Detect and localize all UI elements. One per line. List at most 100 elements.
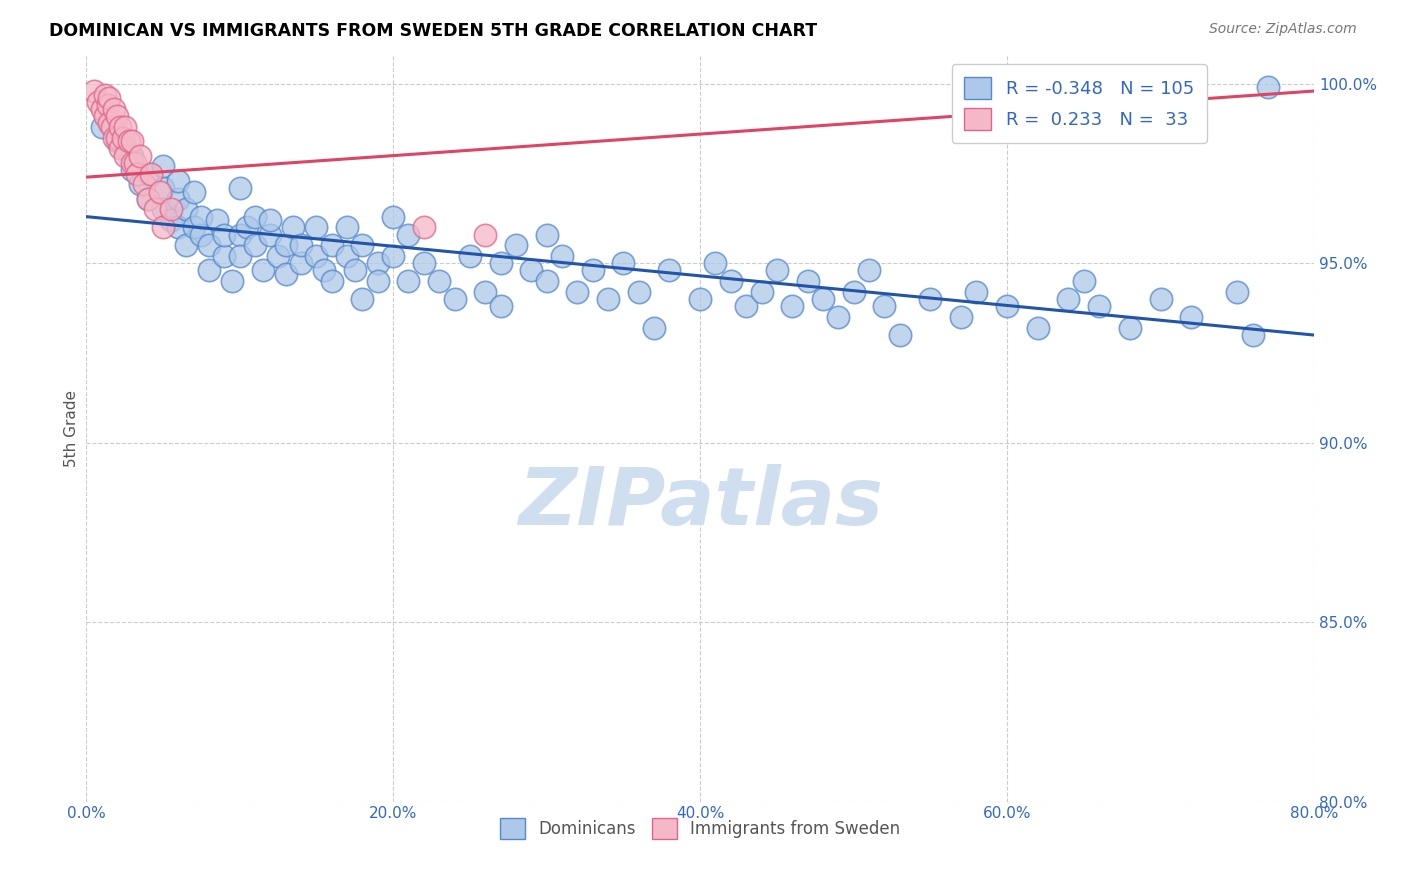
Point [243,210,266,224]
Point [950,310,973,325]
Point [412,256,434,270]
Point [105,134,128,148]
Point [149,185,172,199]
Point [174,202,197,217]
Text: ZIPatlas: ZIPatlas [517,464,883,542]
Point [796,274,818,288]
Point [274,238,297,252]
Point [101,120,124,134]
Point [582,263,605,277]
Point [136,192,159,206]
Point [93,109,115,123]
Point [474,227,496,242]
Point [198,238,221,252]
Point [458,249,481,263]
Point [1226,285,1249,299]
Point [90,102,112,116]
Point [398,274,420,288]
Point [551,249,574,263]
Point [114,148,136,162]
Point [735,299,758,313]
Point [1257,80,1279,95]
Point [252,263,274,277]
Point [87,95,110,109]
Point [105,109,128,123]
Point [103,102,125,116]
Legend: Dominicans, Immigrants from Sweden: Dominicans, Immigrants from Sweden [494,812,907,846]
Point [114,120,136,134]
Point [118,134,141,148]
Point [93,87,115,102]
Point [125,167,148,181]
Point [259,213,281,227]
Point [489,256,512,270]
Point [321,274,343,288]
Point [612,256,634,270]
Point [121,134,143,148]
Point [152,181,174,195]
Point [259,227,281,242]
Point [596,292,619,306]
Point [167,174,190,188]
Point [290,256,312,270]
Point [751,285,773,299]
Point [889,328,911,343]
Point [290,238,312,252]
Point [343,263,366,277]
Point [98,91,121,105]
Point [474,285,496,299]
Text: Source: ZipAtlas.com: Source: ZipAtlas.com [1209,22,1357,37]
Point [214,249,236,263]
Text: DOMINICAN VS IMMIGRANTS FROM SWEDEN 5TH GRADE CORRELATION CHART: DOMINICAN VS IMMIGRANTS FROM SWEDEN 5TH … [49,22,817,40]
Point [108,141,131,155]
Point [97,98,120,112]
Point [90,120,112,134]
Point [267,249,290,263]
Point [658,263,681,277]
Point [427,274,450,288]
Point [103,130,125,145]
Point [108,120,131,134]
Point [98,116,121,130]
Point [643,321,665,335]
Point [143,202,166,217]
Point [283,220,305,235]
Point [352,238,374,252]
Point [873,299,896,313]
Point [1026,321,1049,335]
Point [1180,310,1202,325]
Point [312,263,335,277]
Point [567,285,589,299]
Point [159,213,181,227]
Point [134,178,156,192]
Point [842,285,865,299]
Point [139,167,162,181]
Point [965,285,987,299]
Point [352,292,374,306]
Point [183,185,205,199]
Point [766,263,789,277]
Point [1057,292,1080,306]
Point [174,238,197,252]
Point [336,249,359,263]
Point [627,285,650,299]
Point [1241,328,1264,343]
Point [111,130,134,145]
Point [536,227,558,242]
Point [228,181,250,195]
Point [704,256,727,270]
Point [336,220,359,235]
Point [159,202,181,217]
Point [236,220,259,235]
Point [152,220,174,235]
Point [920,292,942,306]
Point [121,156,143,170]
Point [367,256,389,270]
Point [489,299,512,313]
Point [412,220,434,235]
Point [167,220,190,235]
Point [114,141,136,155]
Point [152,160,174,174]
Point [367,274,389,288]
Point [1073,274,1095,288]
